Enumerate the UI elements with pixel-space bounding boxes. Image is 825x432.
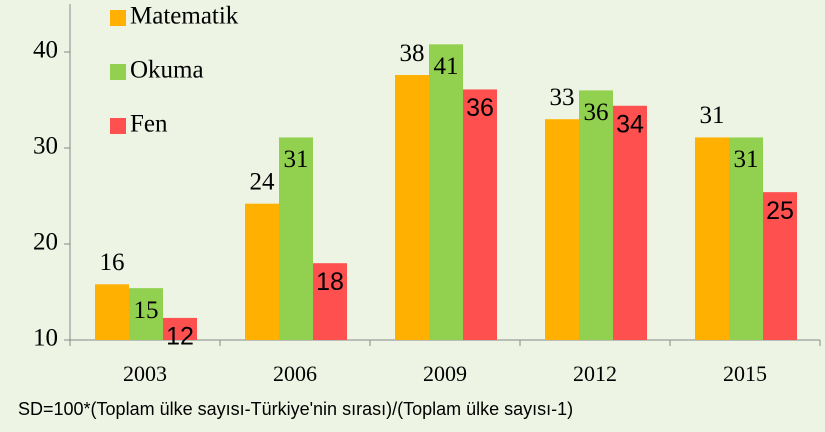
x-tick-label: 2012 (573, 361, 617, 386)
value-label: 36 (584, 99, 609, 126)
y-tick-label: 30 (33, 133, 58, 160)
bar (545, 119, 579, 340)
x-tick-label: 2006 (273, 361, 317, 386)
value-label: 41 (434, 53, 459, 80)
legend-swatch (110, 118, 126, 134)
legend-label: Matematik (130, 3, 239, 30)
bar (579, 90, 613, 341)
bar (763, 192, 797, 340)
value-label: 24 (250, 168, 276, 195)
value-label: 25 (766, 197, 794, 225)
legend-swatch (110, 64, 126, 80)
value-label: 31 (734, 146, 759, 173)
bar (313, 263, 347, 340)
bar (395, 75, 429, 340)
legend-label: Fen (130, 111, 168, 138)
y-tick-label: 40 (33, 37, 58, 64)
bar (613, 105, 647, 340)
footnote: SD=100*(Toplam ülke sayısı-Türkiye'nin s… (18, 399, 573, 419)
bar (695, 137, 729, 340)
y-tick-label: 20 (33, 229, 58, 256)
bar (245, 203, 279, 340)
bar (729, 137, 763, 340)
value-label: 18 (316, 268, 344, 296)
value-label: 16 (100, 249, 125, 276)
value-label: 38 (400, 40, 425, 67)
value-label: 33 (550, 84, 575, 111)
value-label: 15 (134, 297, 159, 324)
x-tick-label: 2009 (423, 361, 467, 386)
x-tick-label: 2003 (123, 361, 167, 386)
value-label: 31 (700, 102, 725, 129)
legend-label: Okuma (130, 57, 204, 84)
bar (95, 284, 129, 340)
y-tick-label: 10 (33, 325, 58, 352)
value-label: 12 (166, 323, 194, 351)
legend-swatch (110, 10, 126, 26)
bar (129, 288, 163, 340)
value-label: 31 (284, 146, 309, 173)
bar (463, 89, 497, 340)
value-label: 36 (466, 94, 494, 122)
bar (163, 317, 197, 340)
x-tick-label: 2015 (723, 361, 767, 386)
bar (279, 137, 313, 340)
bar (429, 44, 463, 340)
value-label: 34 (616, 110, 644, 138)
